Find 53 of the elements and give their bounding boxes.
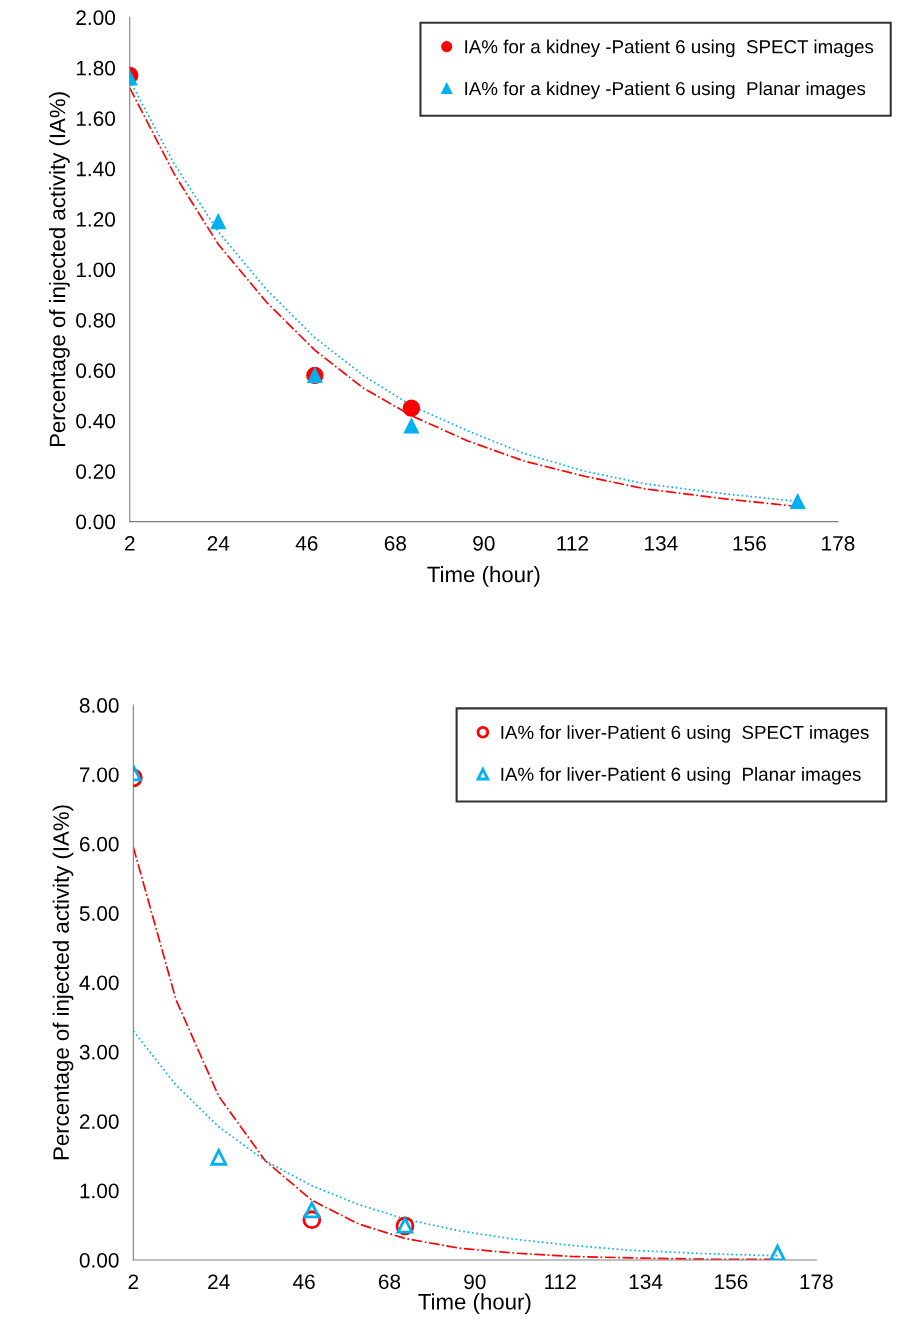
- x-tick-label: 112: [557, 536, 588, 551]
- x-tick-label: 2: [128, 1274, 139, 1289]
- point: [769, 1244, 786, 1260]
- y-tick-label: 1.60: [76, 111, 116, 126]
- y-tick-label: 0.20: [76, 464, 116, 479]
- x-tick-label: 46: [295, 536, 318, 551]
- point: [210, 1148, 228, 1166]
- x-tick-label: 134: [629, 1274, 663, 1290]
- y-tick-label: 1.40: [76, 161, 116, 177]
- point: [210, 213, 226, 230]
- legend-label: IA% for liver-Patient 6 using SPECT images: [501, 725, 869, 743]
- y-tick-label: 1.00: [76, 262, 116, 278]
- y-tick-label: 0.60: [76, 363, 116, 379]
- y-tick-label: 0.00: [76, 514, 116, 530]
- y-tick-label: 2.00: [76, 10, 116, 26]
- x-tick-label: 156: [733, 536, 766, 551]
- point: [790, 493, 806, 510]
- y-axis-title: Percentage of injected activity (IA%): [49, 92, 70, 447]
- y-tick-label: 1.00: [80, 1183, 119, 1199]
- x-tick-label: 24: [208, 1274, 230, 1289]
- legend-label: IA% for a kidney -Patient 6 using Planar images: [465, 81, 866, 99]
- y-tick-label: 5.00: [79, 906, 119, 921]
- x-tick-label: 90: [464, 1274, 486, 1290]
- point: [303, 1201, 321, 1219]
- x-tick-label: 112: [545, 1274, 576, 1289]
- y-tick-label: 7.00: [79, 767, 119, 783]
- y-tick-label: 2.00: [79, 1114, 119, 1129]
- x-tick-label: 156: [715, 1274, 748, 1290]
- x-axis-title: Time (hour): [427, 566, 540, 587]
- x-axis-title: Time (hour): [418, 1293, 531, 1314]
- point: [403, 418, 420, 434]
- y-tick-label: 0.00: [79, 1252, 119, 1268]
- y-tick-label: 1.80: [76, 60, 116, 76]
- y-tick-label: 8.00: [79, 698, 119, 713]
- x-tick-label: 134: [645, 536, 678, 551]
- x-tick-label: 46: [292, 1274, 315, 1290]
- y-tick-label: 6.00: [79, 836, 119, 852]
- x-tick-label: 24: [207, 536, 230, 551]
- point: [402, 399, 421, 417]
- x-tick-label: 178: [800, 1274, 833, 1290]
- y-axis-title: Percentage of injected activity (IA%): [52, 805, 74, 1160]
- legend-label: IA% for liver-Patient 6 using Planar images: [501, 767, 861, 785]
- y-tick-label: 1.20: [76, 212, 116, 227]
- y-tick-label: 3.00: [79, 1044, 119, 1060]
- x-tick-label: 90: [473, 536, 495, 551]
- legend-label: IA% for a kidney -Patient 6 using SPECT images: [465, 39, 874, 58]
- y-tick-label: 0.40: [76, 413, 116, 429]
- y-tick-label: 4.00: [79, 975, 119, 991]
- x-tick-label: 68: [378, 1274, 401, 1290]
- y-tick-label: 0.80: [76, 312, 116, 328]
- x-tick-label: 68: [384, 536, 406, 551]
- x-tick-label: 178: [822, 536, 855, 551]
- x-tick-label: 2: [125, 536, 135, 551]
